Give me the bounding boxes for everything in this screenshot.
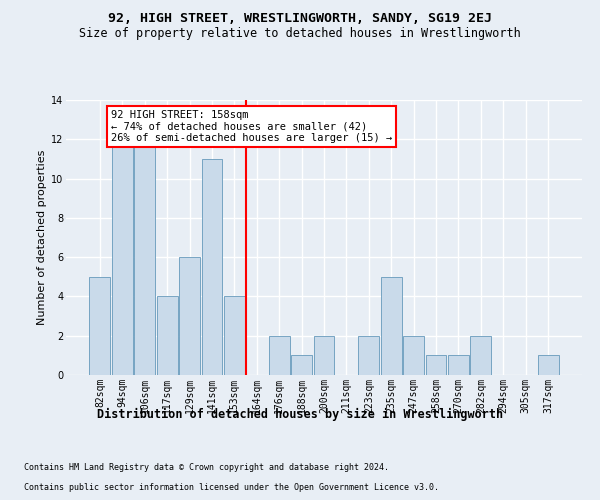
Bar [470, 336, 491, 375]
Bar [157, 296, 178, 375]
Text: Size of property relative to detached houses in Wrestlingworth: Size of property relative to detached ho… [79, 28, 521, 40]
Bar [381, 277, 401, 375]
Bar [448, 356, 469, 375]
Bar [112, 140, 133, 375]
Bar [403, 336, 424, 375]
Text: 92, HIGH STREET, WRESTLINGWORTH, SANDY, SG19 2EJ: 92, HIGH STREET, WRESTLINGWORTH, SANDY, … [108, 12, 492, 26]
Bar [291, 356, 312, 375]
Bar [269, 336, 290, 375]
Bar [179, 257, 200, 375]
Bar [314, 336, 334, 375]
Text: Contains public sector information licensed under the Open Government Licence v3: Contains public sector information licen… [24, 484, 439, 492]
Y-axis label: Number of detached properties: Number of detached properties [37, 150, 47, 325]
Bar [425, 356, 446, 375]
Text: Contains HM Land Registry data © Crown copyright and database right 2024.: Contains HM Land Registry data © Crown c… [24, 464, 389, 472]
Bar [202, 159, 223, 375]
Text: Distribution of detached houses by size in Wrestlingworth: Distribution of detached houses by size … [97, 408, 503, 420]
Bar [134, 140, 155, 375]
Text: 92 HIGH STREET: 158sqm
← 74% of detached houses are smaller (42)
26% of semi-det: 92 HIGH STREET: 158sqm ← 74% of detached… [111, 110, 392, 143]
Bar [224, 296, 245, 375]
Bar [89, 277, 110, 375]
Bar [538, 356, 559, 375]
Bar [358, 336, 379, 375]
